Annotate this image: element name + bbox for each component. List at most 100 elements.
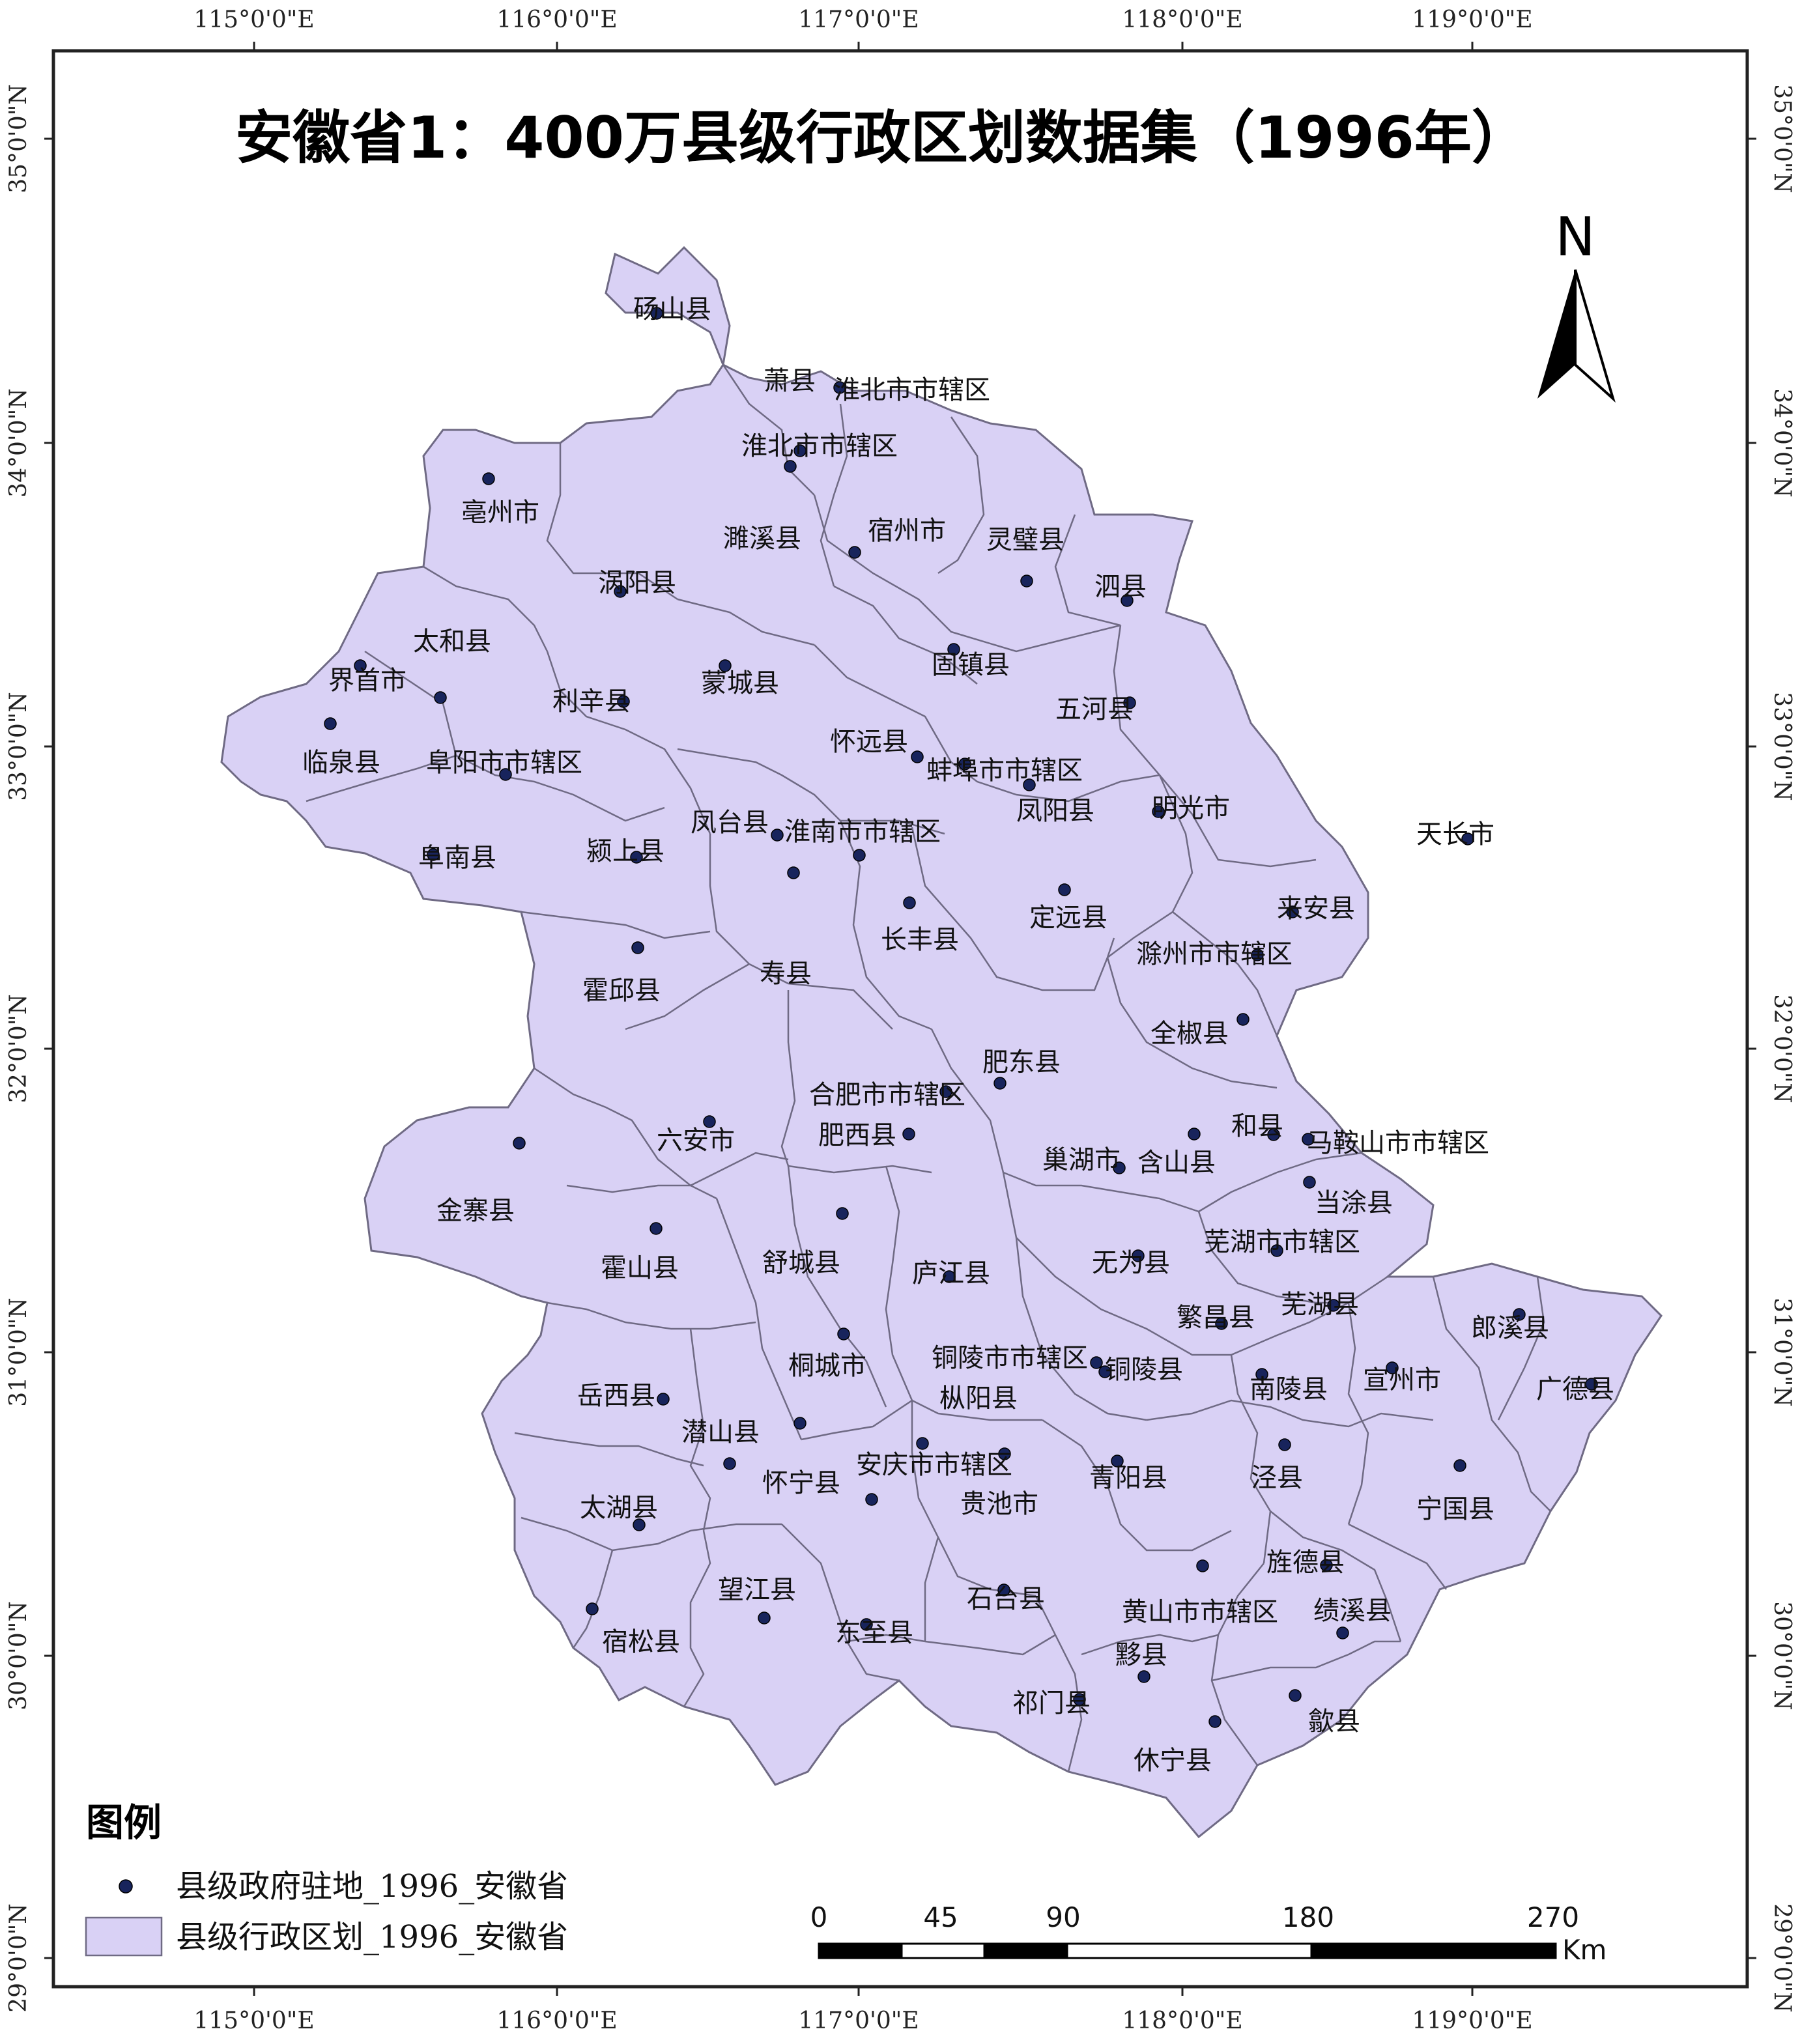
- lon-label-116-bottom: 116°0'0"E: [496, 2008, 617, 2034]
- scale-tick-label: 270: [1527, 1901, 1579, 1933]
- lon-labels-bottom: 115°0'0"E 116°0'0"E 117°0'0"E 118°0'0"E …: [193, 2008, 1532, 2034]
- county-label: 明光市: [1152, 793, 1230, 823]
- county-label: 蒙城县: [701, 668, 779, 698]
- county-label: 淮北市市辖区: [741, 431, 898, 461]
- lon-label-117-top: 117°0'0"E: [798, 7, 919, 33]
- county-label: 灵璧县: [986, 525, 1064, 555]
- county-label: 六安市: [657, 1126, 735, 1156]
- county-label: 宁国县: [1416, 1494, 1494, 1524]
- county-label: 无为县: [1092, 1248, 1170, 1278]
- legend-polygon-label: 县级行政区划_1996_安徽省: [176, 1919, 568, 1955]
- north-arrow-label: N: [1555, 206, 1595, 268]
- county-label: 凤台县: [691, 808, 769, 838]
- county-label: 芜湖县: [1281, 1290, 1359, 1320]
- scale-segment: [984, 1944, 1067, 1958]
- lon-label-119-top: 119°0'0"E: [1412, 7, 1532, 33]
- county-label: 滁州市市辖区: [1136, 939, 1293, 969]
- county-label: 来安县: [1277, 894, 1355, 924]
- county-label: 和县: [1231, 1111, 1283, 1141]
- county-label: 定远县: [1029, 903, 1107, 933]
- county-label: 五河县: [1055, 694, 1134, 724]
- county-label: 涡阳县: [598, 568, 676, 598]
- county-label: 南陵县: [1250, 1374, 1328, 1404]
- lat-label-29-right: 29°0'0"N: [1769, 1903, 1795, 2013]
- county-label: 潜山县: [681, 1417, 760, 1447]
- north-arrow: N: [1537, 206, 1616, 403]
- county-label: 合肥市市辖区: [809, 1080, 965, 1110]
- county-label: 巢湖市: [1042, 1145, 1121, 1175]
- county-label: 东至县: [835, 1618, 913, 1648]
- county-label: 淮南市市辖区: [784, 817, 941, 847]
- lat-label-32-right: 32°0'0"N: [1769, 994, 1795, 1103]
- lat-label-35-left: 35°0'0"N: [5, 84, 32, 193]
- lat-label-33-right: 33°0'0"N: [1769, 692, 1795, 801]
- county-label: 当涂县: [1315, 1188, 1393, 1218]
- lat-label-30-right: 30°0'0"N: [1769, 1601, 1795, 1710]
- county-label: 宿州市: [868, 516, 946, 546]
- county-label: 贵池市: [960, 1489, 1038, 1519]
- lat-label-31-left: 31°0'0"N: [5, 1298, 32, 1407]
- county-label: 濉溪县: [723, 524, 801, 554]
- legend-polygon-symbol: [85, 1916, 163, 1957]
- county-label: 舒城县: [762, 1248, 840, 1278]
- county-label: 含山县: [1137, 1148, 1216, 1178]
- county-label: 颍上县: [586, 836, 664, 866]
- county-label: 阜南县: [418, 843, 496, 873]
- county-boundaries: [306, 311, 1551, 1772]
- county-label: 宣州市: [1363, 1365, 1441, 1395]
- county-label: 庐江县: [912, 1258, 990, 1288]
- county-label: 全椒县: [1150, 1019, 1229, 1049]
- scale-segment: [819, 1944, 902, 1958]
- county-label: 太和县: [413, 627, 491, 657]
- scale-segment: [1066, 1942, 1313, 1959]
- county-label: 砀山县: [633, 294, 711, 324]
- county-label: 固镇县: [932, 650, 1010, 680]
- scale-tick-label: 45: [923, 1901, 958, 1933]
- county-label: 郎溪县: [1471, 1313, 1549, 1343]
- county-label: 宿松县: [602, 1627, 680, 1657]
- county-label: 凤阳县: [1016, 796, 1094, 826]
- county-label: 淮北市市辖区: [834, 375, 990, 405]
- county-label: 怀宁县: [762, 1468, 840, 1498]
- county-label: 太湖县: [580, 1493, 658, 1523]
- scale-outline: [818, 1942, 1557, 1959]
- scale-segment: [900, 1942, 986, 1959]
- lat-label-31-right: 31°0'0"N: [1769, 1298, 1795, 1407]
- county-label: 泾县: [1251, 1463, 1303, 1493]
- legend-title: 图例: [86, 1800, 162, 1845]
- county-label: 长丰县: [881, 925, 959, 955]
- lat-label-33-left: 33°0'0"N: [5, 692, 32, 801]
- north-arrow-left-half: [1537, 270, 1575, 399]
- county-label: 霍邱县: [582, 976, 661, 1006]
- county-label: 旌德县: [1266, 1548, 1345, 1578]
- county-label: 寿县: [760, 959, 812, 989]
- lat-label-35-right: 35°0'0"N: [1769, 84, 1795, 193]
- county-label: 亳州市: [461, 498, 539, 528]
- lat-label-29-left: 29°0'0"N: [5, 1903, 32, 2013]
- legend-point-label: 县级政府驻地_1996_安徽省: [176, 1868, 568, 1905]
- county-label: 芜湖市市辖区: [1204, 1227, 1360, 1257]
- county-label: 天长市: [1416, 819, 1494, 849]
- county-label: 临泉县: [302, 748, 380, 778]
- lon-label-118-bottom: 118°0'0"E: [1122, 2008, 1242, 2034]
- county-label: 马鞍山市市辖区: [1307, 1128, 1489, 1158]
- county-label: 广德县: [1536, 1374, 1614, 1404]
- scale-segment: [1311, 1944, 1556, 1958]
- lat-labels-left: 35°0'0"N 34°0'0"N 33°0'0"N 32°0'0"N 31°0…: [5, 84, 32, 2013]
- county-label: 肥西县: [818, 1120, 896, 1150]
- county-label: 萧县: [764, 366, 816, 396]
- county-label: 祁门县: [1012, 1688, 1091, 1718]
- lon-label-118-top: 118°0'0"E: [1122, 7, 1242, 33]
- county-label: 繁昌县: [1177, 1303, 1255, 1333]
- lon-label-115-bottom: 115°0'0"E: [193, 2008, 314, 2034]
- lat-label-34-left: 34°0'0"N: [5, 388, 32, 498]
- lat-label-30-left: 30°0'0"N: [5, 1601, 32, 1710]
- scale-unit-label: Km: [1562, 1934, 1607, 1966]
- county-label: 歙县: [1308, 1707, 1360, 1737]
- county-label: 黟县: [1115, 1640, 1167, 1670]
- county-label: 怀远县: [830, 727, 908, 757]
- county-label: 休宁县: [1134, 1746, 1212, 1776]
- county-label: 黄山市市辖区: [1122, 1597, 1278, 1627]
- legend: 图例 县级政府驻地_1996_安徽省 县级行政区划_1996_安徽省: [85, 1800, 568, 1957]
- lon-label-117-bottom: 117°0'0"E: [798, 2008, 919, 2034]
